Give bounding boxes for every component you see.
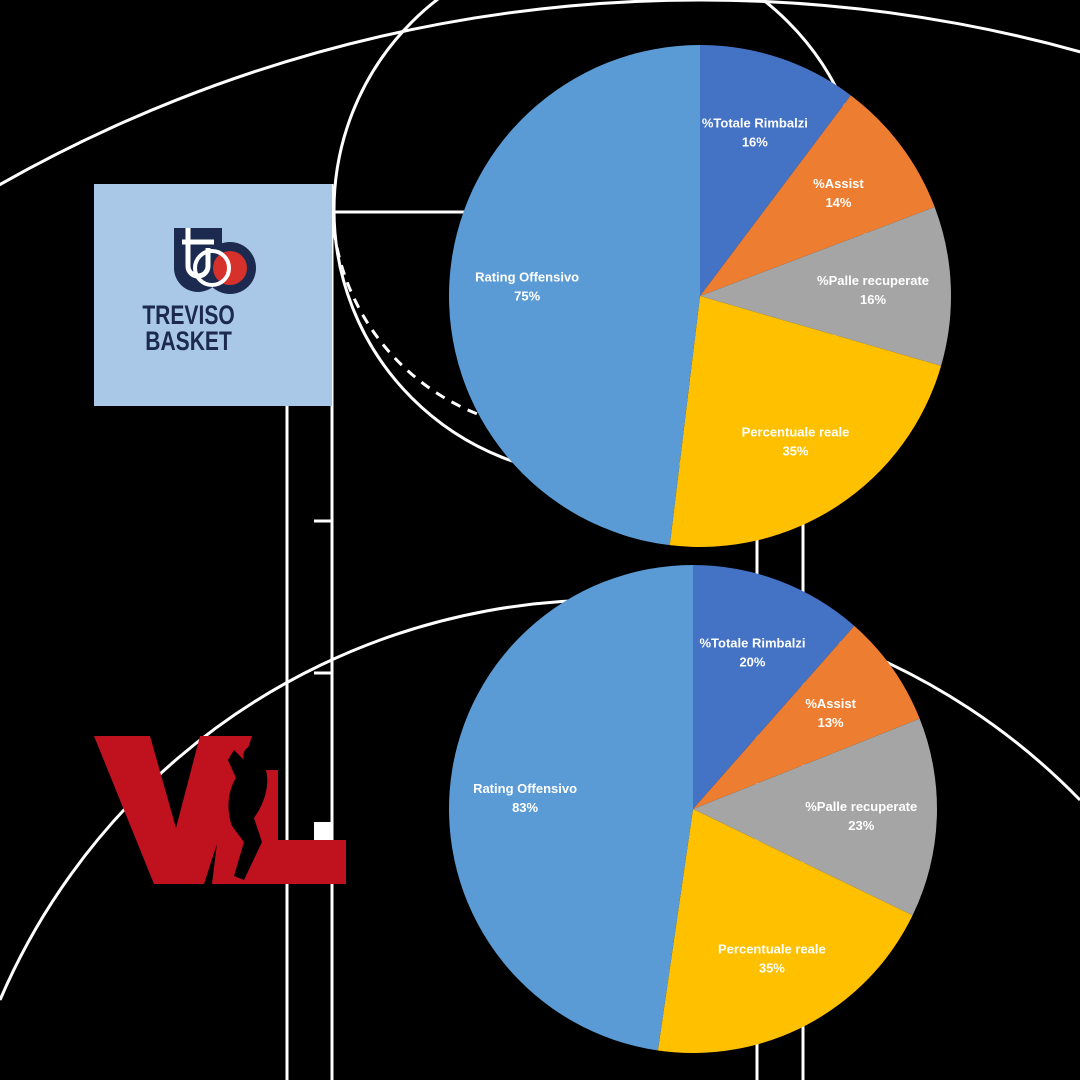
pie-slice-assist: [693, 625, 920, 809]
slice-label-assist: %Assist 13%: [805, 696, 856, 730]
slice-label-percentuale-reale: Percentuale reale 35%: [742, 424, 850, 458]
slice-label-name: %Palle recuperate: [817, 273, 929, 288]
slice-label-value: 35%: [759, 961, 785, 976]
slice-label-rating-offensivo: Rating Offensivo 75%: [475, 270, 579, 304]
slice-label-rating-offensivo: Rating Offensivo 83%: [473, 781, 577, 815]
treviso-wordmark: TREVISO BASKET: [116, 300, 261, 356]
slice-label-value: 23%: [848, 818, 874, 833]
treviso-monogram-icon: [174, 228, 256, 294]
treviso-line1: TREVISO: [142, 300, 235, 330]
slice-label-name: %Palle recuperate: [805, 799, 917, 814]
slice-label-value: 83%: [512, 800, 538, 815]
inner-court-arc: [0, 598, 1080, 1001]
slice-label-name: Percentuale reale: [742, 424, 850, 439]
basketball-player-icon: [228, 744, 276, 880]
slice-label-value: 35%: [782, 443, 808, 458]
slice-label-value: 13%: [818, 715, 844, 730]
slice-label-value: 16%: [742, 135, 768, 150]
slice-label-value: 20%: [739, 654, 765, 669]
slice-label-name: %Totale Rimbalzi: [700, 635, 806, 650]
pie-slice-percentuale-reale: [669, 296, 942, 548]
vl-logo: [94, 733, 346, 884]
treviso-basket-logo: TREVISO BASKET: [94, 184, 332, 406]
pie-slice-palle-recuperate: [700, 206, 951, 366]
slice-label-name: Rating Offensivo: [473, 781, 577, 796]
slice-label-name: Rating Offensivo: [475, 270, 579, 285]
slice-label-name: Percentuale reale: [718, 942, 826, 957]
pie-slice-rating-offensivo: [448, 45, 700, 546]
slice-label-name: %Assist: [805, 696, 856, 711]
treviso-line2: BASKET: [145, 326, 232, 356]
slice-label-palle-recuperate: %Palle recuperate 16%: [817, 273, 929, 307]
pie-slice-totale-rimbalzi: [700, 45, 851, 296]
slice-label-palle-recuperate: %Palle recuperate 23%: [805, 799, 917, 833]
basketball-icon: [265, 733, 279, 747]
pie-slice-percentuale-reale: [657, 809, 913, 1053]
slice-label-value: 14%: [825, 195, 851, 210]
pie-slice-assist: [700, 95, 935, 296]
slice-label-value: 16%: [860, 292, 886, 307]
pie-slice-palle-recuperate: [693, 718, 937, 916]
slice-label-name: %Totale Rimbalzi: [702, 116, 808, 131]
slice-label-name: %Assist: [813, 176, 864, 191]
slice-label-percentuale-reale: Percentuale reale 35%: [718, 942, 826, 976]
slice-label-totale-rimbalzi: %Totale Rimbalzi 16%: [702, 116, 808, 150]
slice-label-totale-rimbalzi: %Totale Rimbalzi 20%: [700, 635, 806, 669]
pie-slice-rating-offensivo: [449, 565, 693, 1051]
slice-label-value: 75%: [514, 289, 540, 304]
pie-slice-totale-rimbalzi: [693, 565, 855, 809]
vl-letter-v: [94, 736, 252, 884]
slice-label-assist: %Assist 14%: [813, 176, 864, 210]
lane-block: [314, 822, 332, 844]
